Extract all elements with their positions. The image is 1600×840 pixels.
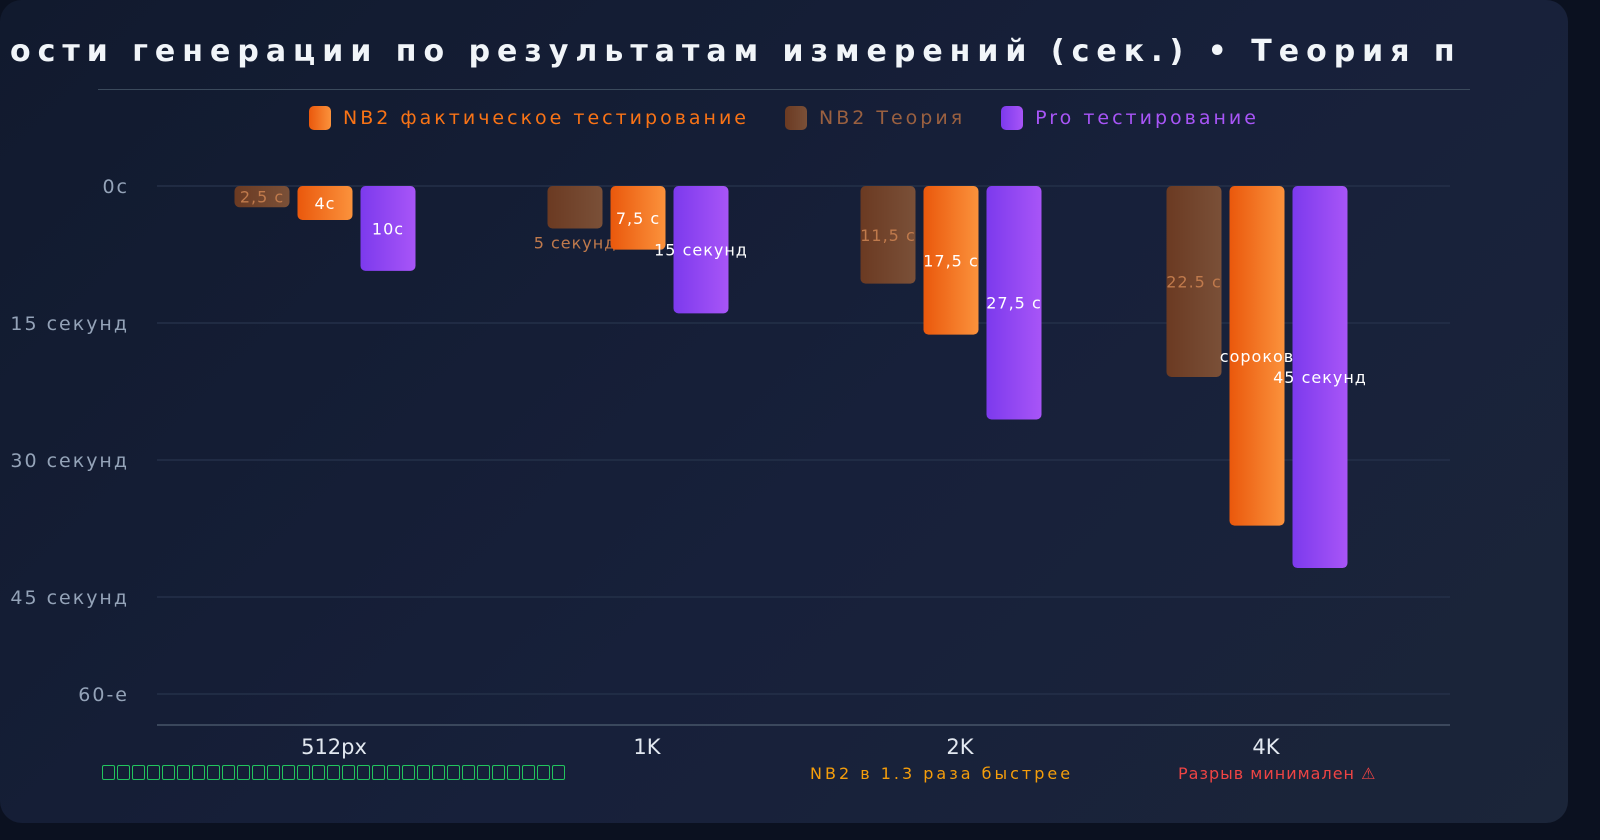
y-tick-label: 15 секунд [10,313,129,335]
glyph-box [282,765,295,780]
glyph-box [552,765,565,780]
glyph-box [462,765,475,780]
glyph-box [492,765,505,780]
glyph-box [357,765,370,780]
glyph-box [222,765,235,780]
y-tick-label: 60-е [78,684,129,706]
y-tick-label: 0с [102,176,129,198]
glyph-box [252,765,265,780]
y-tick-label: 45 секунд [10,587,129,609]
legend-label: NB2 фактическое тестирование [343,107,749,129]
x-tick-label: 4K [1252,735,1280,759]
glyph-box [207,765,220,780]
data-label: 15 секунд [654,241,748,260]
glyph-box [297,765,310,780]
glyph-box [372,765,385,780]
unrendered-glyphs [102,765,565,780]
glyph-box [237,765,250,780]
data-label: 5 секунд [534,233,617,252]
glyph-box [522,765,535,780]
legend: NB2 фактическое тестирование NB2 Теория … [0,106,1568,130]
bar [1166,186,1222,378]
bar-chart: 0с 15 секунд 30 секунд 45 секунд 60-е 512px 2,… [10,176,1450,759]
bar [860,186,916,284]
bar [1292,186,1348,569]
annotation-gap: Разрыв минимален ⚠ [1178,764,1377,783]
title-divider [98,89,1470,90]
legend-swatch [1001,106,1024,130]
legend-nb2-actual[interactable]: NB2 фактическое тестирование [309,106,749,130]
annotation-speed: NB2 в 1.3 раза быстрее [810,764,1074,783]
data-label: 11,5 с [860,226,916,245]
x-tick-label: 512px [301,735,367,759]
glyph-box [192,765,205,780]
bar [923,186,979,335]
glyph-box [267,765,280,780]
bar [986,186,1042,420]
data-label: 22.5 с [1166,273,1222,292]
bar [610,186,666,250]
glyph-box [432,765,445,780]
legend-label: NB2 Теория [819,107,966,129]
chart-card: ости генерации по результатам измерений … [0,0,1568,823]
bar [673,186,729,314]
y-tick-label: 30 секунд [10,450,129,472]
x-tick-label: 2K [946,735,974,759]
chart-title: ости генерации по результатам измерений … [10,34,1462,69]
glyph-box [477,765,490,780]
bar [547,186,603,229]
glyph-box [342,765,355,780]
legend-swatch [309,106,332,130]
data-label: 4с [315,194,336,213]
legend-pro[interactable]: Pro тестирование [1001,106,1259,130]
glyph-box [417,765,430,780]
glyph-box [102,765,115,780]
glyph-box [117,765,130,780]
glyph-box [402,765,415,780]
glyph-box [132,765,145,780]
legend-label: Pro тестирование [1035,107,1259,129]
glyph-box [177,765,190,780]
bar [234,186,290,208]
data-label: 27,5 с [986,294,1042,313]
bar [360,186,416,271]
glyph-box [147,765,160,780]
data-label: 45 секунд [1273,368,1367,387]
data-label: 10с [372,219,404,238]
data-label: сороков [1220,347,1294,366]
data-label: 17,5 с [923,251,979,270]
bar [297,186,353,220]
legend-swatch [785,106,807,130]
legend-nb2-theory[interactable]: NB2 Теория [785,106,965,130]
bar [1229,186,1285,526]
glyph-box [327,765,340,780]
glyph-box [507,765,520,780]
glyph-box [312,765,325,780]
glyph-box [162,765,175,780]
glyph-box [537,765,550,780]
data-label: 7,5 с [616,209,660,228]
data-label: 2,5 с [240,188,284,207]
glyph-box [447,765,460,780]
x-tick-label: 1K [633,735,661,759]
glyph-box [387,765,400,780]
